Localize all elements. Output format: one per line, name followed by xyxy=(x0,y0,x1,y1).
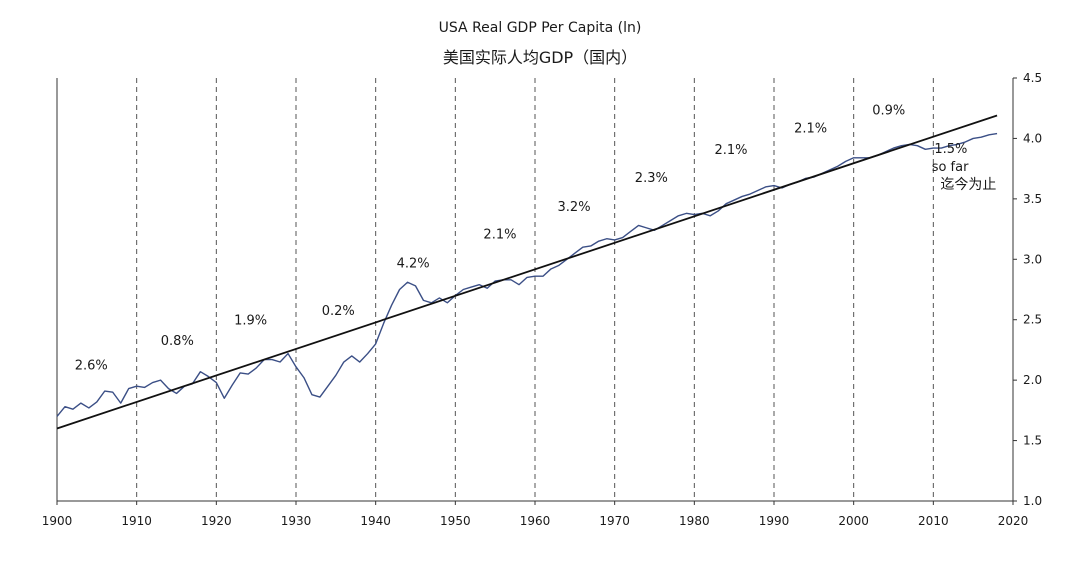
x-tick-label: 1960 xyxy=(520,514,551,528)
x-tick-label: 1930 xyxy=(281,514,312,528)
growth-annotation: 0.2% xyxy=(322,304,355,319)
growth-annotation: 1.5% xyxy=(934,142,967,157)
x-tick-label: 1940 xyxy=(360,514,391,528)
y-tick-label: 2.5 xyxy=(1023,313,1042,327)
chart-title: USA Real GDP Per Capita (ln) xyxy=(438,20,642,36)
growth-annotation: 4.2% xyxy=(397,257,430,272)
x-tick-label: 2000 xyxy=(838,514,869,528)
growth-annotation: 2.3% xyxy=(635,171,668,186)
growth-annotation: 0.9% xyxy=(872,103,905,118)
y-tick-labels: 1.0 1.5 2.0 2.5 3.0 3.5 4.0 4.5 xyxy=(1013,71,1042,508)
growth-annotation: 2.1% xyxy=(714,143,747,158)
growth-annotation: 1.9% xyxy=(234,314,267,329)
x-tick-label: 1910 xyxy=(121,514,152,528)
x-tick-label: 1900 xyxy=(42,514,73,528)
growth-annotation: 0.8% xyxy=(161,334,194,349)
x-tick-labels: 1900 1910 1920 1930 1940 1950 1960 1970 1980 1990… xyxy=(42,501,1029,528)
x-tick-label: 1950 xyxy=(440,514,471,528)
y-tick-label: 2.0 xyxy=(1023,373,1042,387)
x-tick-label: 1980 xyxy=(679,514,710,528)
x-tick-label: 2010 xyxy=(918,514,949,528)
growth-annotations: 2.6% 0.8% 1.9% 0.2% 4.2% 2.1% 3.2% 2.3% 2.1% 2.1%… xyxy=(75,103,997,373)
gdp-series-line xyxy=(56,132,998,417)
y-tick-label: 1.5 xyxy=(1023,434,1042,448)
x-tick-label: 1920 xyxy=(201,514,232,528)
growth-annotation: so far xyxy=(932,160,969,175)
chart-subtitle: 美国实际人均GDP（国内） xyxy=(442,48,638,67)
y-tick-label: 1.0 xyxy=(1023,494,1042,508)
growth-annotation: 2.1% xyxy=(794,121,827,136)
y-tick-label: 4.5 xyxy=(1023,71,1042,85)
growth-annotation: 迄今为止 xyxy=(940,177,996,193)
trend-line xyxy=(56,114,998,430)
growth-annotation: 3.2% xyxy=(558,200,591,215)
y-tick-label: 3.0 xyxy=(1023,252,1042,266)
growth-annotation: 2.6% xyxy=(75,358,108,373)
x-tick-label: 2020 xyxy=(998,514,1029,528)
x-tick-label: 1970 xyxy=(599,514,630,528)
y-tick-label: 4.0 xyxy=(1023,131,1042,145)
growth-annotation: 2.1% xyxy=(483,228,516,243)
series-lines xyxy=(56,114,998,430)
y-tick-label: 3.5 xyxy=(1023,192,1042,206)
x-tick-label: 1990 xyxy=(759,514,790,528)
vertical-gridlines xyxy=(136,78,934,501)
